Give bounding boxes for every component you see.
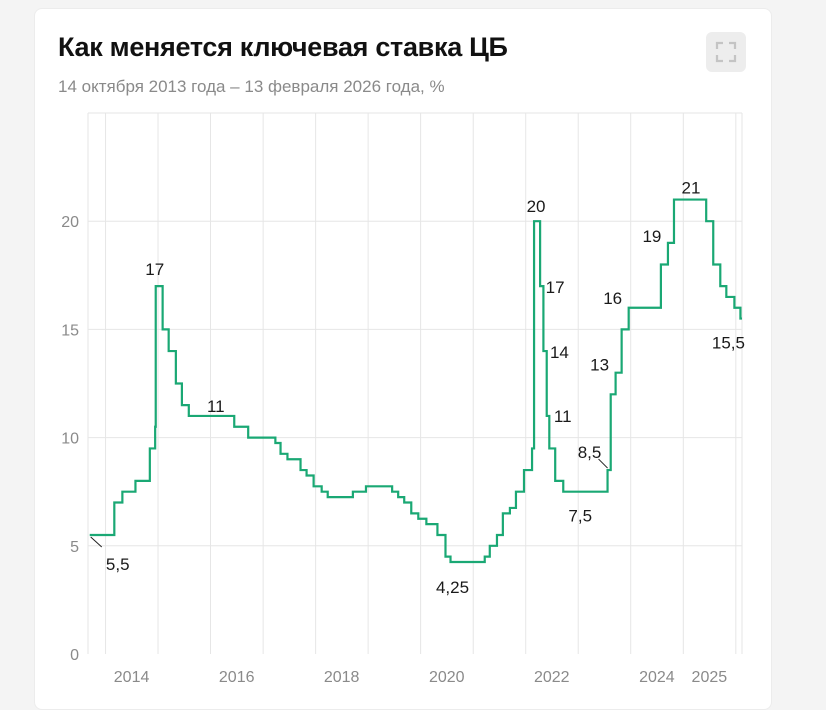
data-label: 17 <box>145 260 164 279</box>
fullscreen-icon <box>715 41 737 63</box>
data-label: 11 <box>554 407 572 426</box>
data-label: 11 <box>207 397 225 416</box>
data-label: 15,5 <box>712 334 745 353</box>
x-tick-label: 2022 <box>534 669 570 686</box>
x-tick-label: 2020 <box>429 669 465 686</box>
data-label: 14 <box>550 343 569 362</box>
data-label: 8,5 <box>578 443 602 462</box>
x-tick-label: 2025 <box>692 669 728 686</box>
x-tick-label: 2014 <box>114 669 150 686</box>
x-tick-label: 2024 <box>639 669 675 686</box>
y-tick-label: 15 <box>61 322 79 339</box>
annotation-leader <box>598 458 608 469</box>
data-label: 21 <box>682 179 701 198</box>
y-tick-label: 10 <box>61 431 79 448</box>
data-label: 4,25 <box>436 578 469 597</box>
y-tick-label: 20 <box>61 214 79 231</box>
rate-line <box>89 198 742 564</box>
data-label: 7,5 <box>568 507 592 526</box>
data-label: 13 <box>590 356 609 375</box>
y-tick-label: 0 <box>70 647 79 664</box>
chart-title: Как меняется ключевая ставка ЦБ <box>58 32 508 62</box>
y-tick-label: 5 <box>70 539 79 556</box>
x-tick-label: 2016 <box>219 669 255 686</box>
x-tick-label: 2018 <box>324 669 360 686</box>
data-label: 20 <box>527 197 546 216</box>
data-label: 5,5 <box>106 555 130 574</box>
data-label: 19 <box>642 227 661 246</box>
chart-card <box>34 8 772 710</box>
annotation-leader <box>90 536 103 548</box>
data-label: 17 <box>546 278 565 297</box>
fullscreen-button[interactable] <box>706 32 746 72</box>
data-label: 16 <box>603 289 622 308</box>
chart-subtitle: 14 октября 2013 года – 13 февраля 2026 г… <box>58 77 445 96</box>
